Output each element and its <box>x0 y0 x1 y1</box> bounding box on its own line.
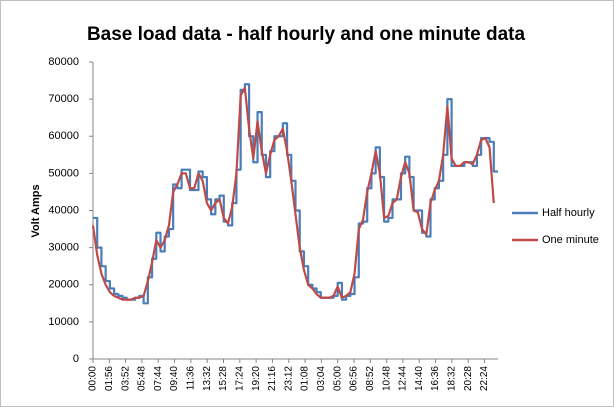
x-tick-label: 03:52 <box>120 366 131 391</box>
y-tick-label: 60000 <box>48 130 79 142</box>
y-tick-label: 50000 <box>48 167 79 179</box>
x-tick-label: 05:00 <box>332 366 343 391</box>
x-tick-label: 11:36 <box>186 366 197 391</box>
x-tick-label: 05:48 <box>137 366 148 391</box>
x-tick-label: 19:20 <box>251 366 262 391</box>
x-tick-label: 14:40 <box>414 366 425 391</box>
x-tick-label: 23:12 <box>283 366 294 391</box>
y-tick-label: 10000 <box>48 316 79 328</box>
y-axis-label: Volt Amps <box>30 184 42 237</box>
x-tick-label: 15:28 <box>218 366 229 391</box>
legend-label: Half hourly <box>542 207 595 219</box>
x-tick-label: 13:32 <box>202 366 213 391</box>
x-tick-label: 06:56 <box>349 366 360 391</box>
y-tick-label: 30000 <box>48 242 79 254</box>
x-tick-label: 09:40 <box>169 366 180 391</box>
legend-label: One minute <box>542 234 599 246</box>
x-tick-label: 20:28 <box>463 366 474 391</box>
line-series <box>91 86 495 301</box>
x-tick-label: 17:24 <box>234 366 245 391</box>
x-tick-label: 21:16 <box>267 366 278 391</box>
x-tick-label: 18:32 <box>447 366 458 391</box>
x-tick-label: 22:24 <box>479 366 490 391</box>
x-tick-label: 08:52 <box>365 366 376 391</box>
x-tick-label: 07:44 <box>153 366 164 391</box>
y-tick-label: 80000 <box>48 56 79 68</box>
y-tick-label: 40000 <box>48 204 79 216</box>
y-tick-label: 0 <box>73 353 79 365</box>
x-tick-label: 01:56 <box>104 366 115 391</box>
y-tick-label: 20000 <box>48 279 79 291</box>
x-tick-label: 12:44 <box>398 366 409 391</box>
y-tick-label: 70000 <box>48 93 79 105</box>
x-tick-label: 00:00 <box>88 366 99 391</box>
x-tick-label: 16:36 <box>430 366 441 391</box>
x-tick-label: 01:08 <box>300 366 311 391</box>
x-tick-label: 03:04 <box>316 366 327 391</box>
x-tick-label: 10:48 <box>381 366 392 391</box>
chart-title: Base load data - half hourly and one min… <box>87 24 526 45</box>
